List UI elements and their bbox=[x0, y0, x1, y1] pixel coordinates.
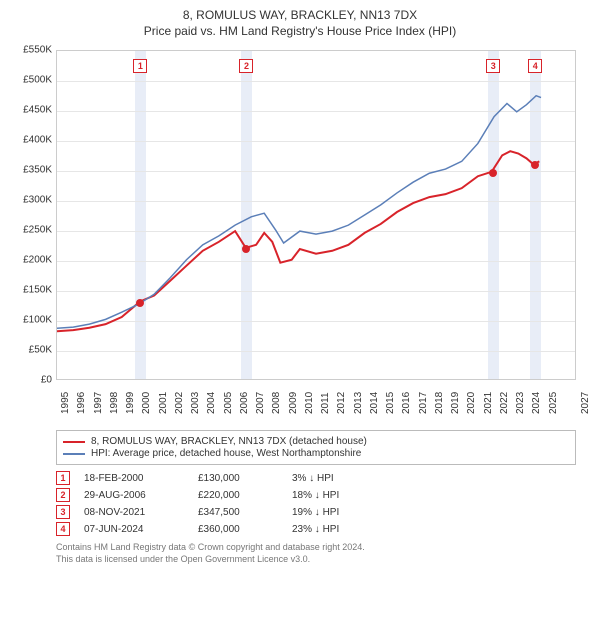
x-tick-label: 2010 bbox=[304, 392, 315, 414]
legend-box: 8, ROMULUS WAY, BRACKLEY, NN13 7DX (deta… bbox=[56, 430, 576, 465]
event-date: 18-FEB-2000 bbox=[84, 473, 184, 484]
x-tick-label: 1999 bbox=[125, 392, 136, 414]
legend-label: HPI: Average price, detached house, West… bbox=[91, 448, 361, 459]
legend-swatch bbox=[63, 453, 85, 455]
footer-line2: This data is licensed under the Open Gov… bbox=[56, 554, 576, 566]
event-date: 29-AUG-2006 bbox=[84, 490, 184, 501]
x-tick-label: 2025 bbox=[548, 392, 559, 414]
title-address: 8, ROMULUS WAY, BRACKLEY, NN13 7DX bbox=[12, 8, 588, 22]
event-price: £130,000 bbox=[198, 473, 278, 484]
legend-row: HPI: Average price, detached house, West… bbox=[63, 448, 569, 459]
x-tick-label: 2022 bbox=[499, 392, 510, 414]
y-tick-label: £400K bbox=[12, 135, 52, 146]
x-tick-label: 2019 bbox=[450, 392, 461, 414]
x-tick-label: 2021 bbox=[483, 392, 494, 414]
chart-lines-svg bbox=[57, 51, 575, 379]
x-tick-label: 2000 bbox=[141, 392, 152, 414]
marker-label: 4 bbox=[528, 59, 542, 73]
x-tick-label: 1996 bbox=[76, 392, 87, 414]
x-tick-label: 2014 bbox=[369, 392, 380, 414]
event-diff: 23% ↓ HPI bbox=[292, 524, 382, 535]
y-tick-label: £150K bbox=[12, 285, 52, 296]
y-tick-label: £50K bbox=[12, 345, 52, 356]
marker-label: 2 bbox=[239, 59, 253, 73]
event-diff: 18% ↓ HPI bbox=[292, 490, 382, 501]
chart-area: 1 2 3 4 £0 £50K £100K £150K £200K £250K £300K £350… bbox=[12, 44, 588, 424]
x-tick-label: 2020 bbox=[466, 392, 477, 414]
x-tick-label: 2005 bbox=[223, 392, 234, 414]
event-row: 1 18-FEB-2000 £130,000 3% ↓ HPI bbox=[56, 471, 576, 485]
marker-dot bbox=[136, 299, 144, 307]
event-number: 1 bbox=[56, 471, 70, 485]
x-tick-label: 2024 bbox=[531, 392, 542, 414]
y-tick-label: £550K bbox=[12, 45, 52, 56]
marker-dot bbox=[531, 161, 539, 169]
legend-label: 8, ROMULUS WAY, BRACKLEY, NN13 7DX (deta… bbox=[91, 436, 367, 447]
event-diff: 19% ↓ HPI bbox=[292, 507, 382, 518]
y-tick-label: £0 bbox=[12, 375, 52, 386]
x-tick-label: 2017 bbox=[418, 392, 429, 414]
y-tick-label: £100K bbox=[12, 315, 52, 326]
event-row: 4 07-JUN-2024 £360,000 23% ↓ HPI bbox=[56, 522, 576, 536]
title-block: 8, ROMULUS WAY, BRACKLEY, NN13 7DX Price… bbox=[12, 8, 588, 38]
x-tick-label: 2002 bbox=[174, 392, 185, 414]
event-number: 3 bbox=[56, 505, 70, 519]
x-tick-label: 2001 bbox=[158, 392, 169, 414]
x-tick-label: 2003 bbox=[190, 392, 201, 414]
x-tick-label: 2012 bbox=[336, 392, 347, 414]
event-row: 2 29-AUG-2006 £220,000 18% ↓ HPI bbox=[56, 488, 576, 502]
y-tick-label: £200K bbox=[12, 255, 52, 266]
x-tick-label: 2023 bbox=[515, 392, 526, 414]
y-tick-label: £500K bbox=[12, 75, 52, 86]
y-tick-label: £450K bbox=[12, 105, 52, 116]
event-date: 07-JUN-2024 bbox=[84, 524, 184, 535]
event-price: £347,500 bbox=[198, 507, 278, 518]
x-tick-label: 2008 bbox=[271, 392, 282, 414]
event-diff: 3% ↓ HPI bbox=[292, 473, 382, 484]
chart-container: 8, ROMULUS WAY, BRACKLEY, NN13 7DX Price… bbox=[0, 0, 600, 620]
x-tick-label: 2016 bbox=[401, 392, 412, 414]
x-tick-label: 1998 bbox=[109, 392, 120, 414]
x-tick-label: 1995 bbox=[60, 392, 71, 414]
events-table: 1 18-FEB-2000 £130,000 3% ↓ HPI 2 29-AUG-2006… bbox=[56, 471, 576, 536]
event-price: £360,000 bbox=[198, 524, 278, 535]
y-tick-label: £250K bbox=[12, 225, 52, 236]
x-tick-label: 2015 bbox=[385, 392, 396, 414]
legend-row: 8, ROMULUS WAY, BRACKLEY, NN13 7DX (deta… bbox=[63, 436, 569, 447]
marker-label: 1 bbox=[133, 59, 147, 73]
event-number: 2 bbox=[56, 488, 70, 502]
marker-label: 3 bbox=[486, 59, 500, 73]
marker-dot bbox=[242, 245, 250, 253]
event-number: 4 bbox=[56, 522, 70, 536]
x-tick-label: 2004 bbox=[206, 392, 217, 414]
y-tick-label: £300K bbox=[12, 195, 52, 206]
x-tick-label: 2027 bbox=[580, 392, 591, 414]
series-property bbox=[57, 151, 539, 331]
series-hpi bbox=[57, 96, 541, 329]
legend-swatch bbox=[63, 441, 85, 443]
title-subtitle: Price paid vs. HM Land Registry's House … bbox=[12, 24, 588, 38]
event-row: 3 08-NOV-2021 £347,500 19% ↓ HPI bbox=[56, 505, 576, 519]
footer-line1: Contains HM Land Registry data © Crown c… bbox=[56, 542, 576, 554]
footer-attribution: Contains HM Land Registry data © Crown c… bbox=[56, 542, 576, 565]
event-date: 08-NOV-2021 bbox=[84, 507, 184, 518]
event-price: £220,000 bbox=[198, 490, 278, 501]
plot-region: 1 2 3 4 bbox=[56, 50, 576, 380]
y-tick-label: £350K bbox=[12, 165, 52, 176]
x-tick-label: 2013 bbox=[353, 392, 364, 414]
x-tick-label: 1997 bbox=[93, 392, 104, 414]
x-tick-label: 2018 bbox=[434, 392, 445, 414]
x-tick-label: 2009 bbox=[288, 392, 299, 414]
x-tick-label: 2006 bbox=[239, 392, 250, 414]
marker-dot bbox=[489, 169, 497, 177]
x-tick-label: 2007 bbox=[255, 392, 266, 414]
x-tick-label: 2011 bbox=[320, 392, 331, 414]
